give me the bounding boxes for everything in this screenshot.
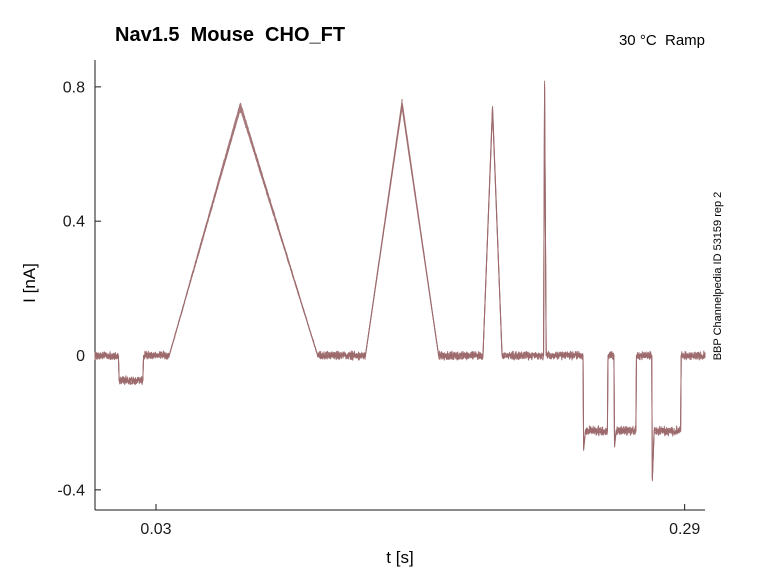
chart-title: Nav1.5 Mouse CHO_FT [115,24,346,46]
y-tick-label: 0.4 [63,214,85,231]
y-tick-label: 0 [76,348,85,365]
current-trace-sweep [94,80,706,482]
y-axis-label: I [nA] [20,263,39,303]
x-tick-label: 0.03 [140,521,171,538]
condition-annotation: 30 °C Ramp [618,32,705,49]
watermark-label: BBP Channelpedia ID 53159 rep 2 [712,191,724,361]
x-axis-label: t [s] [386,548,414,567]
current-trace-sweep [94,87,706,479]
y-tick-label: -0.4 [57,482,85,499]
x-tick-label: 0.29 [669,521,700,538]
y-tick-label: 0.8 [63,79,85,96]
current-trace-sweep [94,83,706,480]
